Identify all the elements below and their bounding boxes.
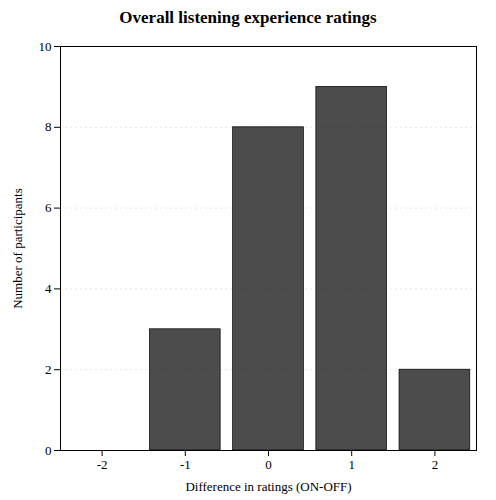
svg-text:8: 8	[45, 119, 52, 134]
html-text:Overall listening experience r: Overall listening experience ratings	[119, 8, 377, 27]
svg-text:2: 2	[45, 362, 52, 377]
svg-text:Number of participants: Number of participants	[10, 188, 25, 309]
svg-text:6: 6	[45, 200, 52, 215]
svg-text:-2: -2	[97, 457, 108, 472]
svg-text:1: 1	[348, 457, 355, 472]
svg-text:-1: -1	[180, 457, 191, 472]
svg-text:0: 0	[265, 457, 272, 472]
svg-text:4: 4	[45, 281, 52, 296]
svg-text:0: 0	[45, 443, 52, 458]
svg-text:2: 2	[432, 457, 439, 472]
svg-text:10: 10	[39, 39, 52, 54]
svg-text:Difference in ratings (ON-OFF): Difference in ratings (ON-OFF)	[185, 479, 351, 494]
